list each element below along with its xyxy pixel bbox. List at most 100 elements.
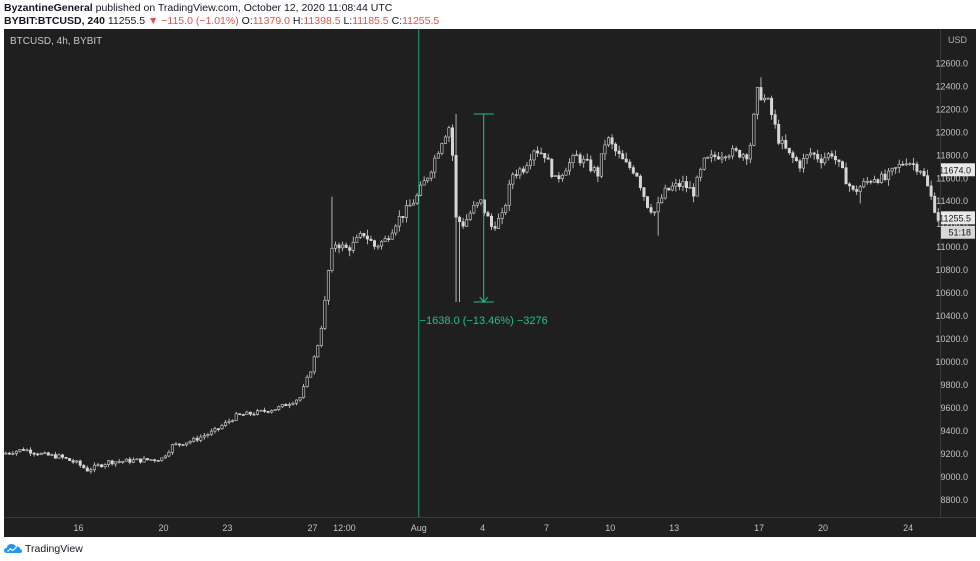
candle-body bbox=[536, 150, 540, 154]
candle-body bbox=[284, 404, 288, 407]
candle-body bbox=[39, 452, 43, 455]
candle-body bbox=[493, 226, 497, 229]
candle-body bbox=[426, 177, 430, 182]
candle-body bbox=[706, 156, 710, 159]
candle-body bbox=[748, 144, 752, 160]
candle-body bbox=[823, 157, 827, 164]
candle-body bbox=[323, 300, 327, 329]
candle-body bbox=[599, 153, 603, 177]
candle-body bbox=[543, 152, 547, 159]
price-tag-label: 11255.5 bbox=[939, 213, 971, 223]
measure-label: −1638.0 (−13.46%) −3276 bbox=[420, 315, 548, 327]
candle-body bbox=[376, 245, 380, 248]
candle-body bbox=[475, 202, 479, 206]
candle-body bbox=[777, 124, 781, 144]
candle-body bbox=[578, 154, 582, 164]
candle-body bbox=[450, 127, 454, 156]
candle-body bbox=[805, 154, 809, 159]
candle-body bbox=[826, 153, 830, 159]
author-name[interactable]: ByzantineGeneral bbox=[4, 2, 93, 14]
candle-body bbox=[727, 155, 731, 158]
candle-body bbox=[592, 167, 596, 172]
candle-body bbox=[550, 158, 554, 177]
candle-body bbox=[645, 196, 649, 208]
candle-body bbox=[787, 147, 791, 154]
candle-body bbox=[411, 202, 415, 206]
candle-body bbox=[585, 158, 589, 161]
candle-body bbox=[723, 156, 727, 159]
candle-body bbox=[209, 430, 213, 435]
y-tick-label: 10200.0 bbox=[935, 334, 968, 344]
candle-body bbox=[738, 150, 742, 158]
candle-body bbox=[677, 183, 681, 187]
candle-body bbox=[433, 157, 437, 173]
candle-body bbox=[635, 172, 639, 177]
candle-body bbox=[220, 425, 224, 429]
x-tick-label: 27 bbox=[307, 523, 317, 533]
tradingview-logo-icon[interactable] bbox=[4, 543, 22, 555]
candle-body bbox=[57, 454, 61, 459]
candle-body bbox=[43, 452, 47, 455]
candle-body bbox=[202, 435, 206, 438]
candle-body bbox=[256, 410, 260, 415]
open-value: 11379.0 bbox=[252, 15, 290, 27]
y-tick-label: 11600.0 bbox=[936, 173, 968, 183]
candle-body bbox=[500, 212, 504, 219]
candle-body bbox=[929, 185, 933, 197]
candle-body bbox=[124, 458, 128, 462]
candle-body bbox=[50, 454, 54, 456]
price-tag bbox=[941, 225, 975, 239]
candle-body bbox=[567, 162, 571, 172]
y-tick-label: 11400.0 bbox=[936, 196, 968, 206]
candle-body bbox=[365, 235, 369, 240]
candle-body bbox=[53, 454, 57, 459]
candle-body bbox=[933, 195, 937, 213]
low-label: L: bbox=[343, 15, 353, 27]
close-value: 11255.5 bbox=[402, 15, 440, 27]
candle-body bbox=[280, 404, 284, 408]
candle-body bbox=[713, 154, 717, 158]
candle-body bbox=[653, 211, 657, 214]
candle-body bbox=[121, 460, 125, 463]
price-tag-label: 11674.0 bbox=[939, 165, 971, 175]
candle-body bbox=[36, 453, 40, 456]
candle-body bbox=[270, 410, 274, 413]
candle-body bbox=[142, 458, 146, 463]
candle-body bbox=[681, 181, 685, 187]
candle-body bbox=[245, 411, 249, 415]
candle-body bbox=[390, 232, 394, 240]
candle-body bbox=[731, 148, 735, 157]
candle-body bbox=[582, 158, 586, 164]
candle-body bbox=[231, 420, 235, 422]
y-tick-label: 9600.0 bbox=[940, 403, 968, 413]
candle-body bbox=[419, 184, 423, 196]
candle-body bbox=[858, 186, 862, 192]
candle-body bbox=[333, 244, 337, 249]
chart-panel[interactable]: BTCUSD, 4h, BYBIT USD 8800.0 9000.0 9200.0 94… bbox=[4, 29, 976, 537]
low-value: 11185.5 bbox=[352, 15, 389, 27]
candle-body bbox=[167, 451, 171, 457]
candle-body bbox=[192, 437, 196, 442]
candle-body bbox=[341, 244, 345, 249]
candle-body bbox=[631, 167, 635, 174]
tradingview-brand[interactable]: TradingView bbox=[25, 543, 83, 555]
candle-body bbox=[926, 175, 930, 187]
candle-body bbox=[312, 356, 316, 373]
candlestick-chart[interactable]: BTCUSD, 4h, BYBIT USD 8800.0 9000.0 9200.0 94… bbox=[4, 29, 976, 537]
candle-body bbox=[107, 460, 111, 465]
high-label: H: bbox=[292, 15, 304, 27]
candle-body bbox=[819, 158, 823, 164]
x-tick-label: 12:00 bbox=[333, 523, 356, 533]
candle-body bbox=[479, 199, 483, 204]
candle-body bbox=[195, 437, 199, 441]
candle-body bbox=[92, 464, 96, 470]
candle-body bbox=[96, 464, 100, 467]
y-tick-label: 12000.0 bbox=[935, 127, 968, 137]
candle-body bbox=[621, 153, 625, 160]
candle-body bbox=[741, 154, 745, 158]
candle-body bbox=[355, 237, 359, 243]
x-tick-label: 7 bbox=[544, 523, 549, 533]
y-tick-label: 12400.0 bbox=[935, 81, 968, 91]
price-change: ▼ −115.0 (−1.01%) bbox=[147, 15, 239, 27]
candle-body bbox=[755, 87, 759, 115]
